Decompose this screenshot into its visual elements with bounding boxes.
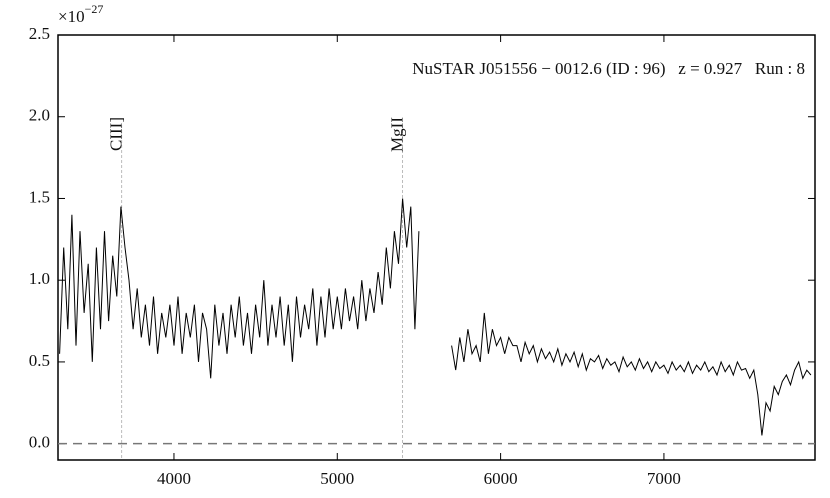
plot-frame (57, 34, 816, 461)
y-tick-label: 0.5 (29, 351, 50, 370)
annotation-label: MgII (388, 117, 407, 152)
x-tick-label: 5000 (320, 469, 354, 488)
y-tick-label: 1.0 (29, 269, 50, 288)
multiplier-base: ×10 (58, 7, 85, 26)
y-tick-label: 1.5 (29, 187, 50, 206)
y-tick-label: 2.0 (29, 106, 50, 125)
y-multiplier: ×10−27 (58, 2, 103, 26)
annotation-label: CIII] (107, 117, 126, 151)
x-tick-label: 4000 (157, 469, 191, 488)
y-tick-label: 2.5 (29, 24, 50, 43)
multiplier-exponent: −27 (85, 2, 104, 16)
chart-title: NuSTAR J051556 − 0012.6 (ID : 96) z = 0.… (412, 59, 805, 78)
x-tick-label: 7000 (647, 469, 681, 488)
x-tick-label: 6000 (484, 469, 518, 488)
spectrum-line (59, 198, 812, 436)
y-tick-label: 0.0 (29, 433, 50, 452)
